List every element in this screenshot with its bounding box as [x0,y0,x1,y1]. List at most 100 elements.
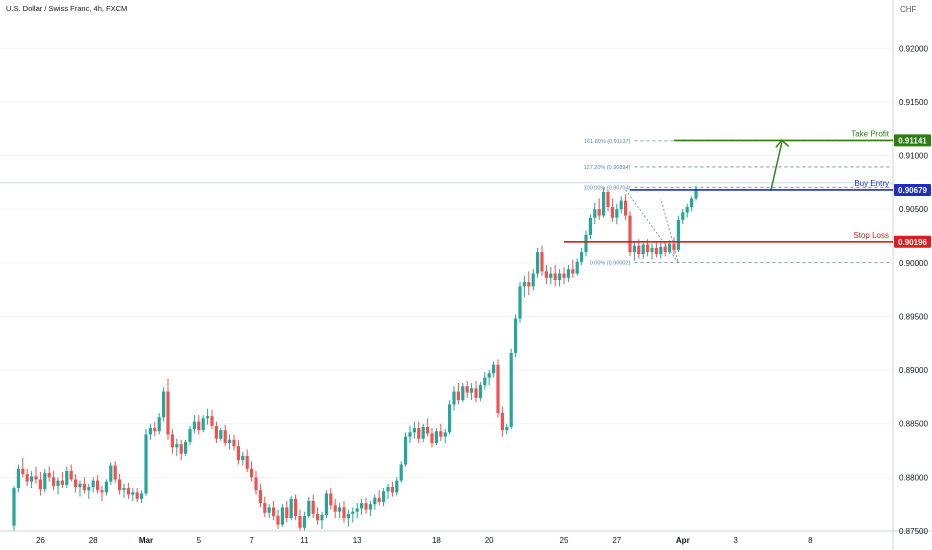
candle[interactable] [285,500,289,523]
candle-body[interactable] [452,391,456,405]
candle[interactable] [386,483,390,499]
candle-body[interactable] [245,455,249,469]
candle[interactable] [681,209,685,225]
candle[interactable] [685,203,689,218]
candle[interactable] [267,504,271,519]
candle[interactable] [430,428,434,448]
candle-body[interactable] [223,430,227,444]
symbol-title[interactable]: U.S. Dollar / Swiss Franc, 4h, FXCM [6,4,128,13]
candle[interactable] [364,497,368,514]
candle-body[interactable] [307,500,311,516]
candle-body[interactable] [412,428,416,433]
candle[interactable] [307,496,311,519]
candle-body[interactable] [122,488,126,491]
candle[interactable] [628,211,632,257]
candle[interactable] [30,470,34,489]
candle-body[interactable] [47,473,51,478]
candle[interactable] [602,187,606,218]
candle[interactable] [399,461,403,483]
candlestick-series[interactable] [12,185,698,531]
candle-body[interactable] [302,515,306,528]
candle[interactable] [100,485,104,501]
candle[interactable] [87,483,91,499]
candle-body[interactable] [52,477,56,486]
candle-body[interactable] [492,364,496,374]
candle-body[interactable] [113,465,117,480]
candle[interactable] [232,434,236,451]
candle-body[interactable] [514,318,518,353]
candle[interactable] [184,439,188,456]
candle-body[interactable] [681,212,685,220]
candle-body[interactable] [342,507,346,519]
candle-body[interactable] [118,479,122,491]
candle[interactable] [562,267,566,285]
candle[interactable] [531,269,535,291]
candle[interactable] [641,241,645,259]
candle[interactable] [214,421,218,444]
candle-body[interactable] [135,492,139,499]
candle[interactable] [654,241,658,258]
candle-body[interactable] [43,473,47,490]
candle-body[interactable] [338,507,342,512]
candle-body[interactable] [390,487,394,493]
candle[interactable] [575,258,579,276]
candle[interactable] [474,380,478,403]
candle-body[interactable] [632,245,636,253]
candle-body[interactable] [540,252,544,272]
candle-body[interactable] [60,480,64,485]
candle-body[interactable] [192,421,196,430]
candle-body[interactable] [610,207,614,218]
candle[interactable] [201,415,205,433]
candle[interactable] [610,198,614,223]
candle[interactable] [439,423,443,441]
candle[interactable] [580,247,584,265]
candle[interactable] [456,382,460,405]
candle[interactable] [470,382,474,401]
candle-body[interactable] [597,209,601,216]
candle-body[interactable] [676,219,680,250]
candle-body[interactable] [448,404,452,433]
candle-body[interactable] [241,455,245,461]
candle[interactable] [16,464,20,493]
candle[interactable] [254,470,258,495]
candle[interactable] [298,509,302,531]
candle-body[interactable] [558,273,562,280]
candle[interactable] [153,421,157,437]
candle-body[interactable] [430,433,434,444]
candle[interactable] [505,423,509,435]
candle[interactable] [694,185,698,201]
candle-body[interactable] [483,377,487,386]
candle-body[interactable] [12,488,16,526]
candle-body[interactable] [184,441,188,454]
candle-body[interactable] [527,282,531,287]
candle-body[interactable] [395,480,399,493]
candle[interactable] [448,400,452,435]
candle[interactable] [500,406,504,437]
candle[interactable] [276,509,280,529]
candle[interactable] [157,413,161,435]
candle-body[interactable] [373,497,377,505]
candle[interactable] [294,494,298,521]
candle-body[interactable] [100,490,104,493]
candle-body[interactable] [65,470,69,485]
candle[interactable] [395,477,399,496]
candle-body[interactable] [602,192,606,216]
candle-body[interactable] [206,416,210,419]
candle-body[interactable] [456,391,460,401]
candle-body[interactable] [329,493,333,506]
candle-body[interactable] [201,418,205,431]
candle-body[interactable] [663,246,667,253]
candle-body[interactable] [580,252,584,262]
candle-body[interactable] [399,464,403,481]
candle[interactable] [250,461,254,482]
candle[interactable] [553,264,557,287]
candle-body[interactable] [16,468,20,489]
price-axis[interactable]: 0.92000 0.91500 0.91000 0.90500 0.90000 0.895… [899,44,928,536]
candle-body[interactable] [56,480,60,486]
candle-body[interactable] [606,192,610,208]
candle-body[interactable] [82,483,86,491]
candle-body[interactable] [258,490,262,504]
candle[interactable] [96,475,100,494]
candle-body[interactable] [588,217,592,235]
candle-body[interactable] [628,215,632,253]
